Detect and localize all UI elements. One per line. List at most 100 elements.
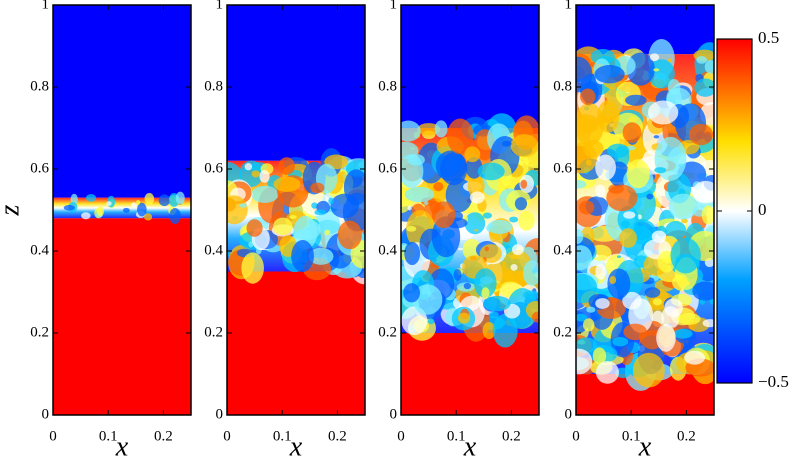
eddy <box>340 171 346 175</box>
x-tick-label: 0 <box>223 428 231 444</box>
eddy <box>175 191 185 205</box>
y-tick-label: 1 <box>565 0 573 12</box>
y-tick-label: 0.6 <box>30 160 49 176</box>
eddy <box>462 238 482 261</box>
y-tick-label: 0.2 <box>204 324 223 340</box>
y-tick-label: 0.4 <box>30 242 49 258</box>
eddy <box>403 283 421 303</box>
x-axis-label: x <box>638 431 652 460</box>
eddy <box>123 207 130 213</box>
axes-frame <box>52 4 192 416</box>
eddy <box>469 191 485 204</box>
eddy <box>482 321 496 340</box>
eddy <box>278 157 295 175</box>
eddy <box>694 78 714 97</box>
eddy <box>474 229 479 232</box>
eddy <box>626 159 650 189</box>
eddy <box>622 122 642 143</box>
eddy <box>244 163 253 171</box>
eddy <box>241 252 264 284</box>
eddy <box>651 230 667 243</box>
eddy <box>431 201 456 228</box>
y-tick-label: 0.2 <box>378 324 397 340</box>
eddy <box>576 229 584 244</box>
eddy <box>406 225 417 232</box>
x-tick-label: 0.1 <box>447 428 466 444</box>
x-tick-label: 0.2 <box>328 428 347 444</box>
y-tick-label: 0.8 <box>30 78 49 94</box>
x-tick-label: 0.2 <box>677 428 696 444</box>
eddy <box>314 209 327 216</box>
eddy <box>96 206 104 217</box>
eddy <box>653 68 660 72</box>
x-tick-label: 0 <box>572 428 580 444</box>
eddy <box>520 179 528 189</box>
eddy <box>654 136 687 181</box>
light-fluid <box>227 5 365 161</box>
eddy <box>594 184 606 198</box>
eddy <box>595 154 616 181</box>
eddy <box>310 182 325 194</box>
field <box>576 5 714 415</box>
y-tick-label: 0.8 <box>378 78 397 94</box>
axes-frame <box>226 4 366 416</box>
eddy <box>457 247 463 251</box>
eddy <box>273 217 293 236</box>
eddy <box>576 102 605 146</box>
heavy-fluid <box>227 271 365 415</box>
x-tick-label: 0.1 <box>622 428 641 444</box>
x-tick-label: 0 <box>49 428 57 444</box>
eddy <box>457 312 471 324</box>
eddy <box>81 212 91 220</box>
field <box>53 5 191 415</box>
eddy <box>523 290 539 300</box>
eddy <box>619 228 637 248</box>
eddy <box>576 142 598 174</box>
eddy <box>227 195 248 225</box>
eddy <box>337 220 362 250</box>
eddy <box>404 241 421 266</box>
eddy <box>592 347 607 365</box>
eddy <box>531 311 539 323</box>
eddy <box>652 298 662 306</box>
eddy <box>586 306 596 313</box>
eddy <box>696 55 708 64</box>
eddy <box>404 186 435 203</box>
eddy <box>522 260 539 286</box>
eddy <box>487 219 513 234</box>
eddy <box>324 229 331 236</box>
axes-frame <box>400 4 540 416</box>
eddy <box>424 201 429 206</box>
eddy <box>647 100 679 125</box>
eddy <box>136 199 141 205</box>
eddy <box>664 298 683 318</box>
light-fluid <box>576 5 714 55</box>
eddy <box>464 146 481 163</box>
axes-frame <box>575 4 715 416</box>
heavy-fluid <box>53 218 191 415</box>
eddy <box>653 135 660 139</box>
eddy <box>701 205 714 225</box>
y-tick-label: 1 <box>42 0 50 12</box>
eddy <box>612 336 629 347</box>
eddy <box>704 59 714 74</box>
eddy <box>481 287 490 299</box>
eddy <box>291 240 314 273</box>
y-tick-label: 0.4 <box>204 242 223 258</box>
eddy <box>578 200 595 215</box>
eddy <box>595 263 607 280</box>
x-tick-label: 0.2 <box>154 428 173 444</box>
eddy <box>463 282 472 290</box>
eddy <box>576 348 593 375</box>
eddy <box>576 245 593 271</box>
eddy <box>625 94 647 106</box>
y-tick-label: 1 <box>216 0 224 12</box>
y-tick-label: 1 <box>390 0 398 12</box>
eddy <box>474 268 497 298</box>
eddy <box>616 255 621 259</box>
eddy <box>606 184 638 212</box>
eddy <box>670 237 701 274</box>
field <box>227 5 365 415</box>
y-tick-label: 0.2 <box>553 324 572 340</box>
